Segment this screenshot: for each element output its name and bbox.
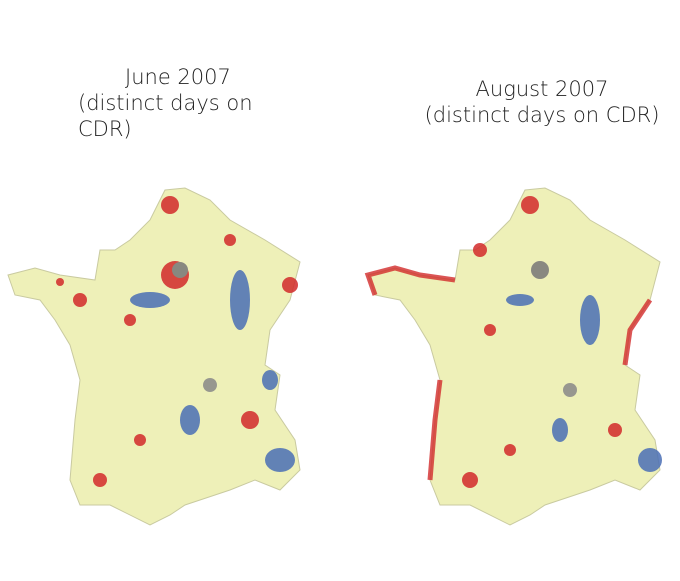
- country-outline: [367, 187, 661, 526]
- map-title: (distinct days on CDR): [425, 103, 660, 127]
- country-outline: [7, 187, 301, 526]
- map-june: June 2007 (distinct days on CDR): [7, 65, 301, 526]
- map-title: (distinct days on: [78, 91, 253, 115]
- map-title: CDR): [78, 117, 132, 141]
- region-blobs: [56, 196, 298, 487]
- region-blobs: [462, 196, 662, 488]
- map-title: August 2007: [476, 77, 609, 101]
- map-title: June 2007: [125, 65, 231, 89]
- map-august: August 2007 (distinct days on CDR): [364, 77, 662, 526]
